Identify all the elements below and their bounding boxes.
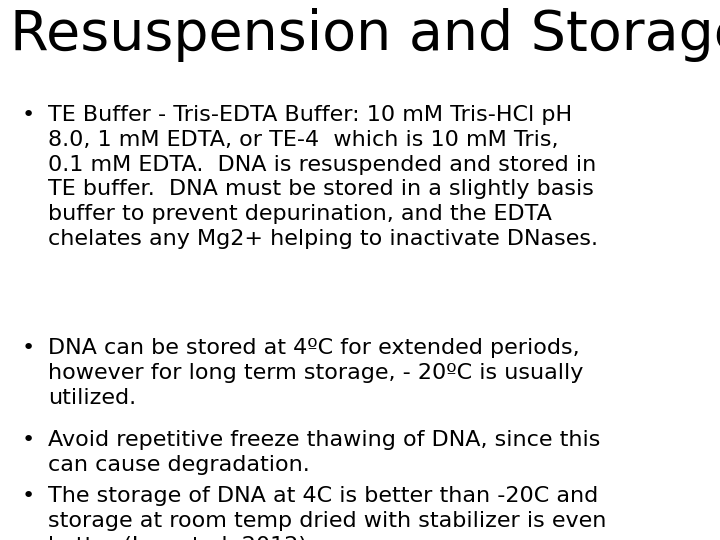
Text: The storage of DNA at 4C is better than -20C and
storage at room temp dried with: The storage of DNA at 4C is better than … bbox=[48, 486, 606, 540]
Text: •: • bbox=[22, 338, 35, 358]
Text: •: • bbox=[22, 430, 35, 450]
Text: •: • bbox=[22, 486, 35, 506]
Text: TE Buffer - Tris-EDTA Buffer: 10 mM Tris-HCl pH
8.0, 1 mM EDTA, or TE-4  which i: TE Buffer - Tris-EDTA Buffer: 10 mM Tris… bbox=[48, 105, 598, 249]
Text: DNA can be stored at 4ºC for extended periods,
however for long term storage, - : DNA can be stored at 4ºC for extended pe… bbox=[48, 338, 583, 408]
Text: •: • bbox=[22, 105, 35, 125]
Text: Avoid repetitive freeze thawing of DNA, since this
can cause degradation.: Avoid repetitive freeze thawing of DNA, … bbox=[48, 430, 600, 475]
Text: Resuspension and Storage of DNA: Resuspension and Storage of DNA bbox=[10, 8, 720, 62]
